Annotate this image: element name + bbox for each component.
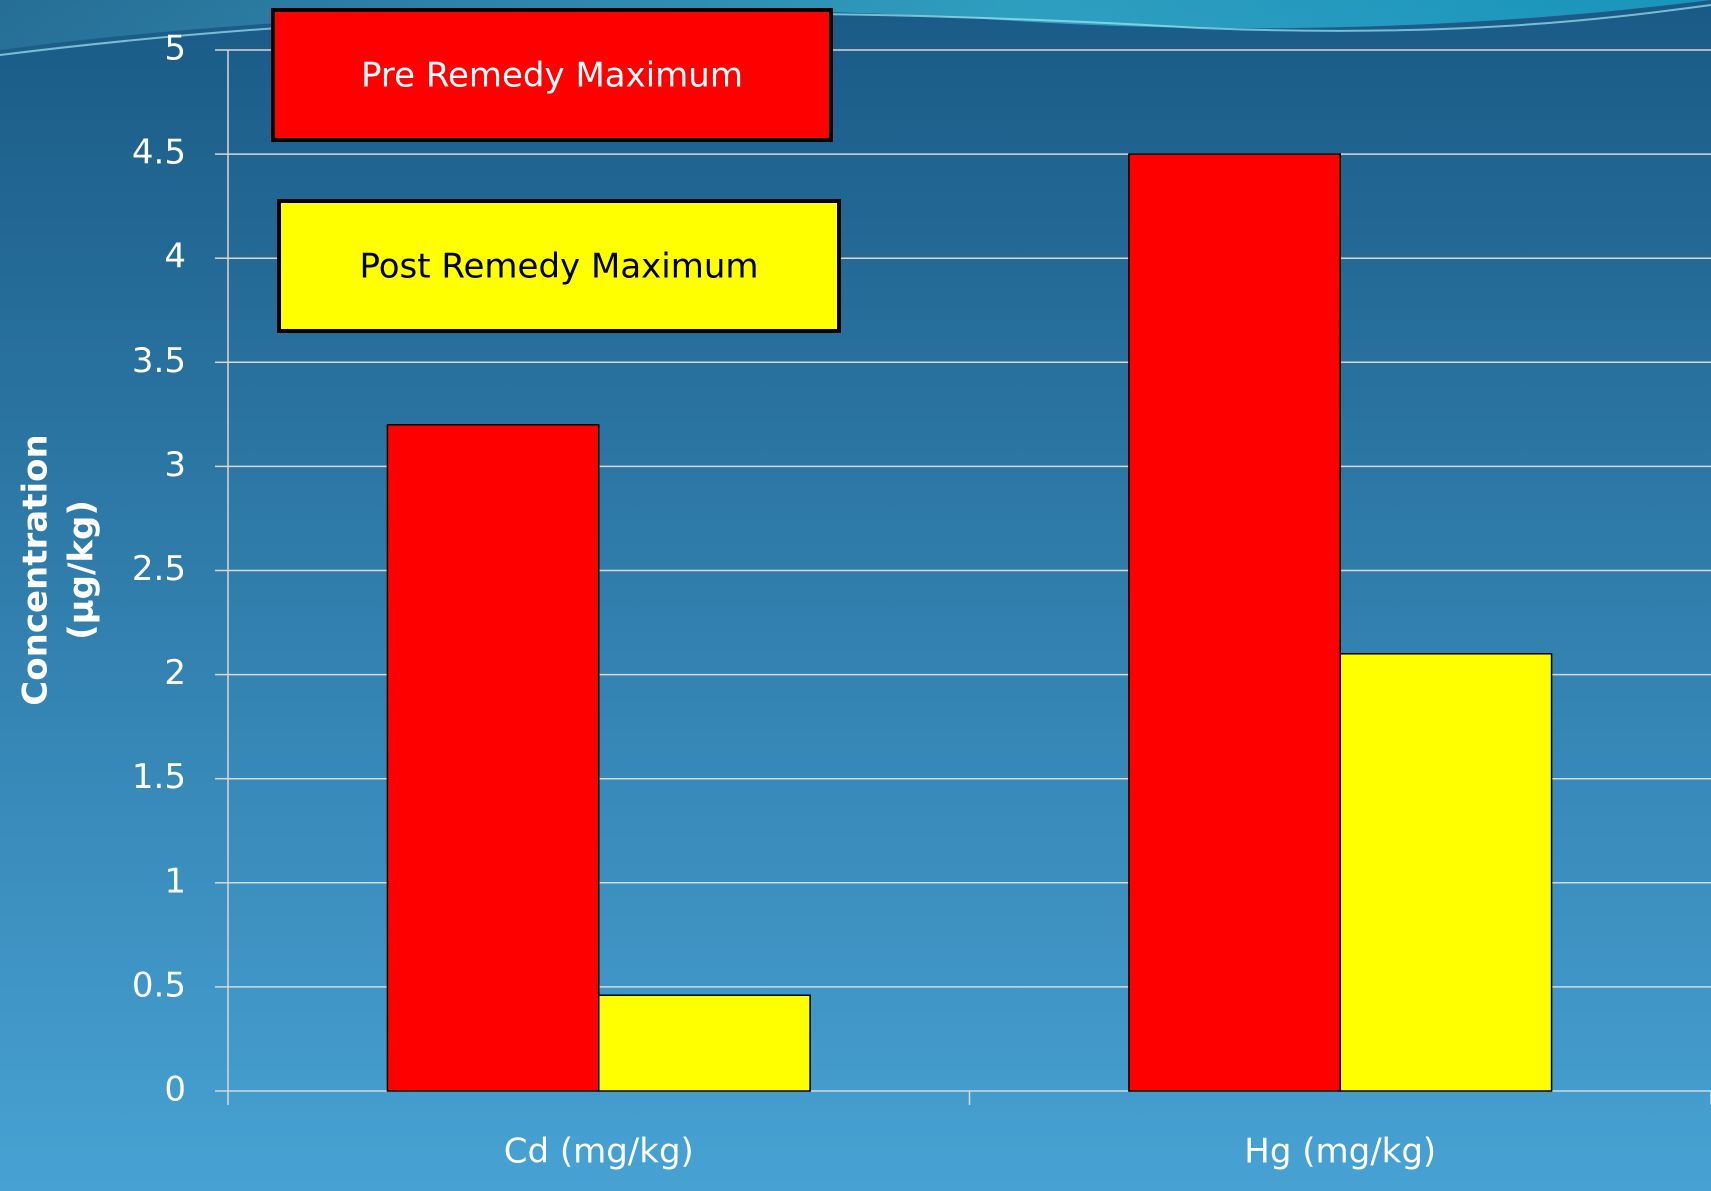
legend-box	[277, 199, 841, 333]
y-tick-label: 4.5	[132, 133, 186, 173]
y-tick-label: 5	[164, 29, 186, 69]
y-tick-label: 0	[164, 1070, 186, 1110]
legend-label: Pre Remedy Maximum	[361, 56, 743, 96]
y-tick-label: 0.5	[132, 965, 186, 1005]
y-tick-label: 3.5	[132, 341, 186, 381]
bar	[598, 994, 811, 1092]
x-tick-label: Hg (mg/kg)	[1244, 1132, 1436, 1172]
y-axis-label-line: Concentration	[16, 434, 56, 705]
y-tick-label: 4	[164, 237, 186, 277]
x-tick-label: Cd (mg/kg)	[504, 1132, 694, 1172]
y-tick-label: 2.5	[132, 549, 186, 589]
y-axis-label: Concentration (µg/kg)	[16, 434, 102, 705]
y-tick-label: 3	[164, 445, 186, 485]
bar	[1339, 653, 1553, 1092]
y-tick-label: 1.5	[132, 757, 186, 797]
y-tick-label: 2	[164, 653, 186, 693]
y-tick-label: 1	[164, 861, 186, 901]
bar	[386, 424, 600, 1092]
legend-box	[271, 8, 833, 142]
bar	[1128, 153, 1341, 1092]
y-axis-label-line: (µg/kg)	[62, 500, 102, 640]
legend-label: Post Remedy Maximum	[359, 247, 758, 287]
